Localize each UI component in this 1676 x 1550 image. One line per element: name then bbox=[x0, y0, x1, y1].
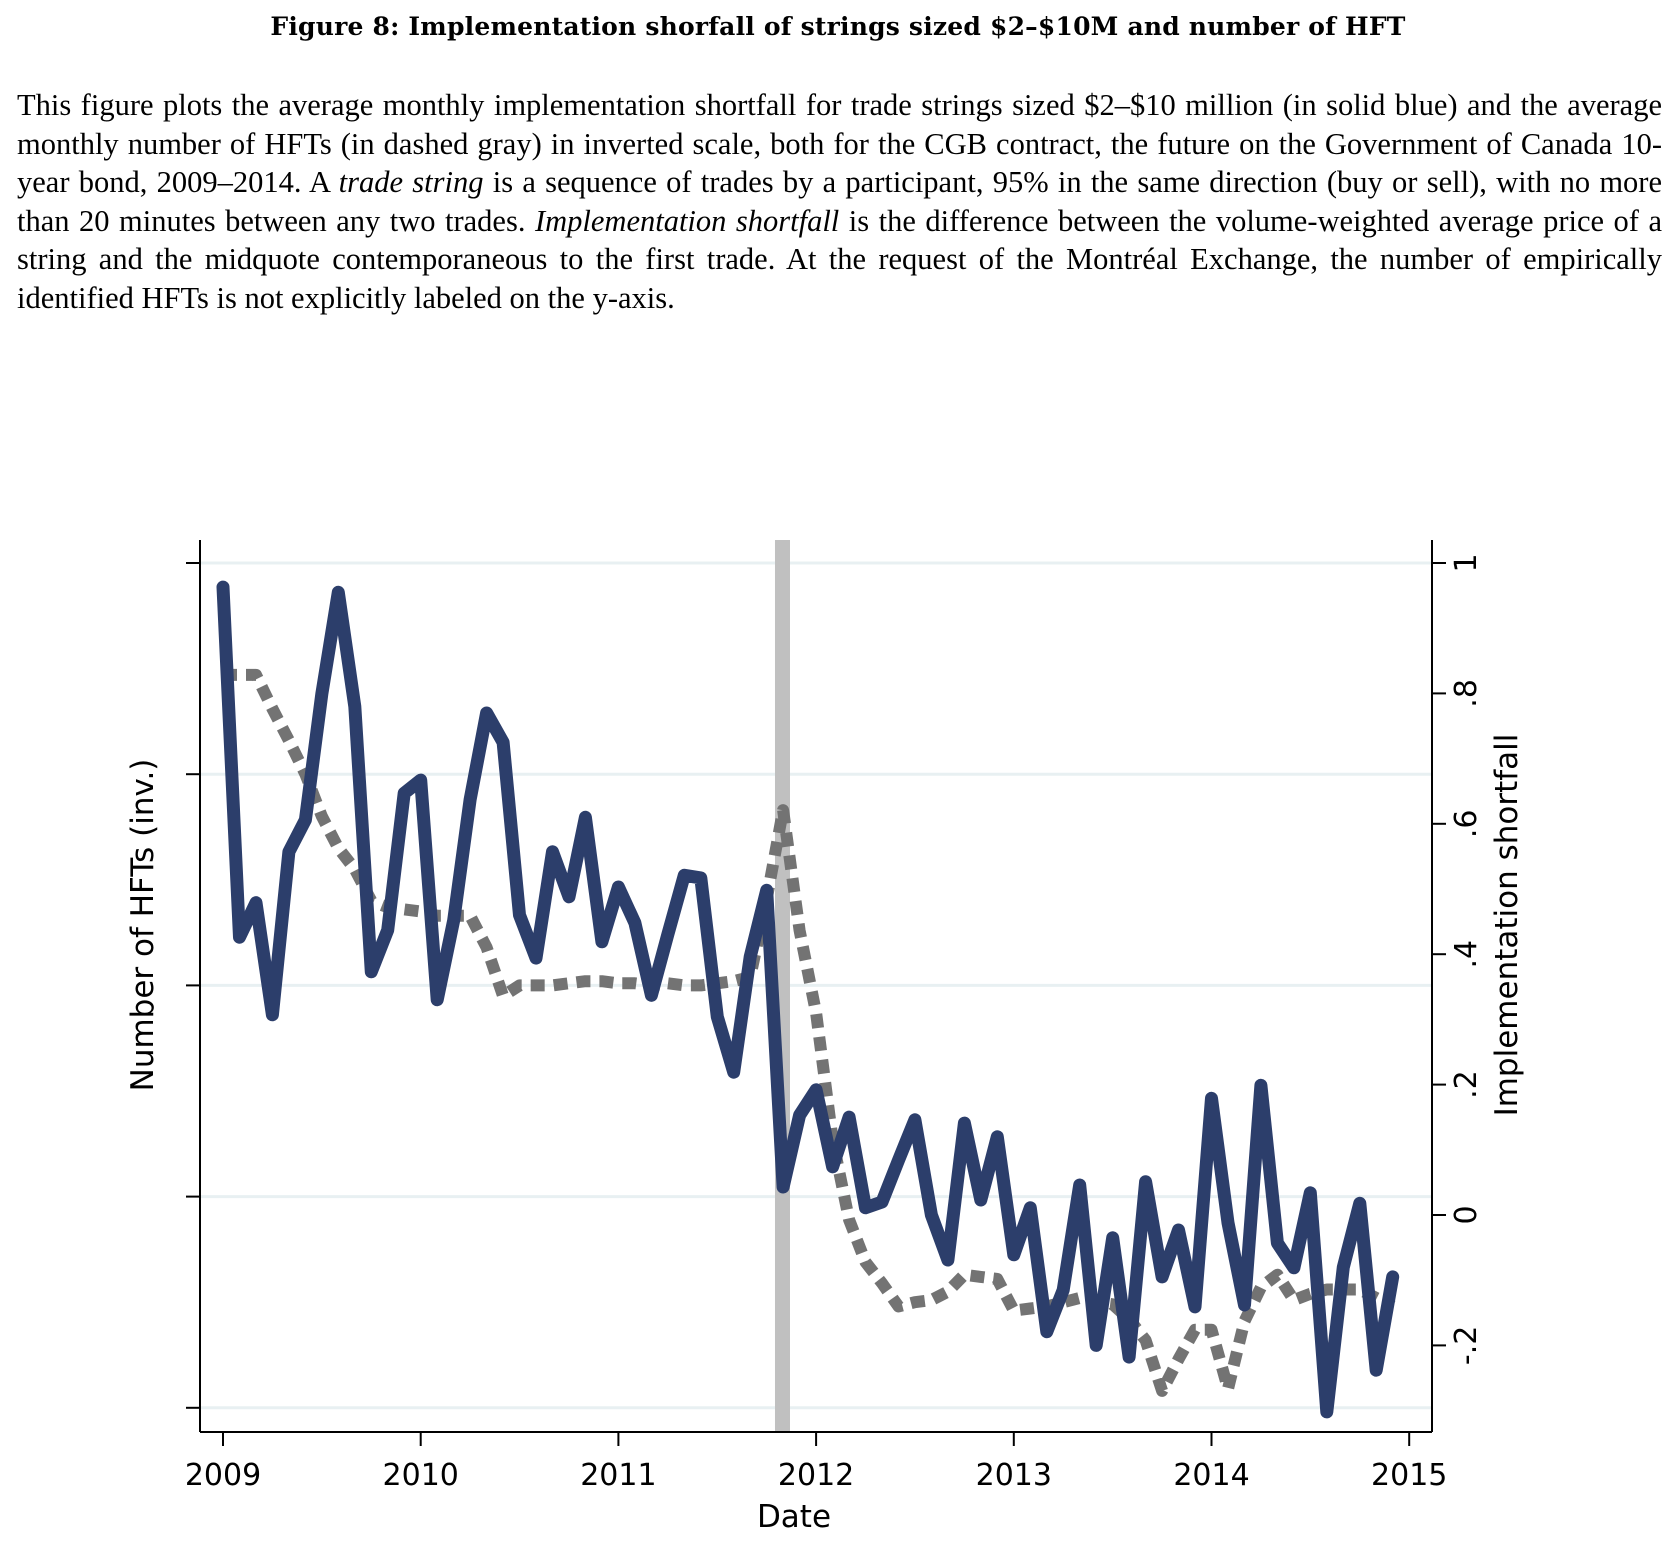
right-y-tick-label: .2 bbox=[1449, 1070, 1484, 1099]
left-y-axis-title: Number of HFTs (inv.) bbox=[125, 759, 161, 1092]
x-tick-label: 2015 bbox=[1371, 1458, 1447, 1493]
x-tick-label: 2014 bbox=[1173, 1458, 1249, 1493]
x-tick-label: 2011 bbox=[580, 1458, 656, 1493]
caption-italic-term: Implementation shortfall bbox=[534, 203, 840, 238]
series-line-shortfall bbox=[216, 580, 1400, 1419]
right-y-tick-label: 1 bbox=[1449, 553, 1484, 572]
right-y-tick-label: -.2 bbox=[1449, 1326, 1484, 1365]
caption-text: is a sequence of trades by a participant… bbox=[17, 165, 1662, 238]
figure-title: Figure 8: Implementation shorfall of str… bbox=[270, 12, 1406, 41]
caption-text: This figure plots the average monthly im… bbox=[17, 88, 1662, 199]
figure-caption: This figure plots the average monthly im… bbox=[17, 86, 1662, 317]
series-line-hft bbox=[223, 668, 1396, 1397]
x-tick-label: 2012 bbox=[778, 1458, 854, 1493]
right-y-tick-label: 0 bbox=[1449, 1205, 1484, 1224]
caption-text: is the difference between the volume-wei… bbox=[17, 203, 1662, 315]
x-tick-label: 2013 bbox=[976, 1458, 1052, 1493]
left-y-axis-ticks bbox=[186, 562, 200, 1409]
right-y-tick-label: .8 bbox=[1449, 679, 1484, 708]
event-marker-bar bbox=[774, 540, 790, 1432]
right-y-axis-title: Implementation shortfall bbox=[1489, 734, 1525, 1117]
x-axis-ticks: 2009 2010 2011 2012 2013 2014 2015 bbox=[185, 1432, 1447, 1493]
right-y-tick-label: .6 bbox=[1449, 809, 1484, 838]
x-axis-title: Date bbox=[757, 1499, 831, 1535]
right-y-axis-ticks: 1 .8 .6 .4 .2 0 -.2 bbox=[1432, 553, 1484, 1365]
caption-italic-term: trade string bbox=[338, 165, 484, 199]
x-tick-label: 2010 bbox=[383, 1458, 459, 1493]
right-y-tick-label: .4 bbox=[1449, 940, 1484, 969]
x-tick-label: 2009 bbox=[185, 1458, 261, 1493]
series-group bbox=[216, 580, 1400, 1419]
